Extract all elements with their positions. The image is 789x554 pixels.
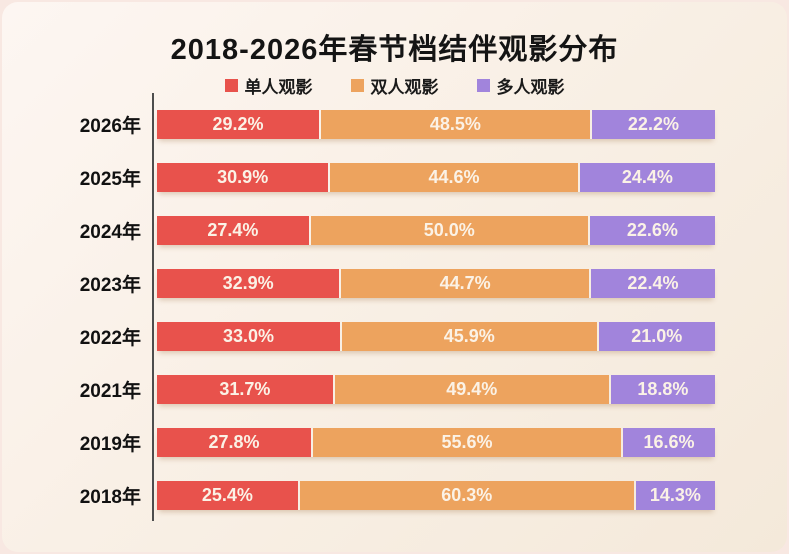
bar-segment: 50.0% bbox=[310, 216, 588, 245]
bar-track: 27.4% 50.0% 22.6% bbox=[157, 216, 715, 245]
bar-row: 2026年 29.2% 48.5% 22.2% bbox=[0, 110, 789, 139]
year-label: 2023年 bbox=[79, 275, 141, 296]
bar-segment: 18.8% bbox=[610, 375, 715, 404]
legend-item: 多人观影 bbox=[476, 73, 565, 98]
bar-segment: 22.2% bbox=[591, 110, 715, 139]
year-label: 2025年 bbox=[79, 169, 141, 190]
bar-track: 32.9% 44.7% 22.4% bbox=[157, 269, 715, 298]
bar-row: 2024年 27.4% 50.0% 22.6% bbox=[0, 216, 789, 245]
legend-label: 多人观影 bbox=[496, 78, 565, 97]
legend-item: 单人观影 bbox=[224, 73, 313, 98]
bar-segment: 29.2% bbox=[157, 110, 319, 139]
y-axis-line bbox=[152, 93, 154, 521]
legend-label: 单人观影 bbox=[244, 78, 313, 97]
legend-item: 双人观影 bbox=[350, 73, 439, 98]
legend: 单人观影 双人观影 多人观影 bbox=[0, 73, 789, 98]
bar-segment: 22.6% bbox=[589, 216, 715, 245]
bar-row: 2019年 27.8% 55.6% 16.6% bbox=[0, 428, 789, 457]
bar-segment: 45.9% bbox=[342, 322, 597, 351]
bar-segment: 27.4% bbox=[157, 216, 309, 245]
bar-segment: 27.8% bbox=[157, 428, 312, 457]
bar-track: 30.9% 44.6% 24.4% bbox=[157, 163, 715, 192]
bar-segment: 25.4% bbox=[157, 481, 298, 510]
year-label: 2018年 bbox=[79, 487, 141, 508]
bar-segment: 14.3% bbox=[635, 481, 715, 510]
legend-swatch-icon bbox=[224, 79, 238, 92]
year-label: 2026年 bbox=[79, 116, 141, 137]
bar-segment: 32.9% bbox=[157, 269, 340, 298]
bar-track: 33.0% 45.9% 21.0% bbox=[157, 322, 715, 351]
stacked-bar-chart: 2026年 29.2% 48.5% 22.2% 2025年 30.9% 44.6% 24.4%… bbox=[0, 110, 789, 534]
bar-segment: 44.7% bbox=[341, 269, 589, 298]
bar-segment: 30.9% bbox=[157, 163, 329, 192]
year-label: 2024年 bbox=[79, 222, 141, 243]
bar-track: 29.2% 48.5% 22.2% bbox=[157, 110, 715, 139]
bar-segment: 31.7% bbox=[157, 375, 333, 404]
bar-segment: 48.5% bbox=[320, 110, 590, 139]
legend-swatch-icon bbox=[350, 79, 364, 92]
legend-label: 双人观影 bbox=[370, 78, 439, 97]
bar-track: 27.8% 55.6% 16.6% bbox=[157, 428, 716, 457]
bar-segment: 44.6% bbox=[330, 163, 578, 192]
bar-segment: 22.4% bbox=[590, 269, 715, 298]
chart-title: 2018-2026年春节档结伴观影分布 bbox=[170, 34, 619, 66]
bar-segment: 21.0% bbox=[598, 322, 715, 351]
year-label: 2019年 bbox=[79, 434, 141, 455]
bar-segment: 49.4% bbox=[334, 375, 609, 404]
legend-swatch-icon bbox=[476, 79, 490, 92]
bar-segment: 33.0% bbox=[157, 322, 340, 351]
year-label: 2021年 bbox=[79, 381, 141, 402]
bar-row: 2018年 25.4% 60.3% 14.3% bbox=[0, 481, 789, 510]
bar-segment: 55.6% bbox=[313, 428, 622, 457]
bar-row: 2023年 32.9% 44.7% 22.4% bbox=[0, 269, 789, 298]
bar-row: 2025年 30.9% 44.6% 24.4% bbox=[0, 163, 789, 192]
bar-row: 2021年 31.7% 49.4% 18.8% bbox=[0, 375, 789, 404]
bar-segment: 60.3% bbox=[299, 481, 634, 510]
bar-segment: 16.6% bbox=[623, 428, 716, 457]
year-label: 2022年 bbox=[79, 328, 141, 349]
bar-track: 25.4% 60.3% 14.3% bbox=[157, 481, 715, 510]
bar-segment: 24.4% bbox=[579, 163, 715, 192]
bar-track: 31.7% 49.4% 18.8% bbox=[157, 375, 715, 404]
bar-row: 2022年 33.0% 45.9% 21.0% bbox=[0, 322, 789, 351]
